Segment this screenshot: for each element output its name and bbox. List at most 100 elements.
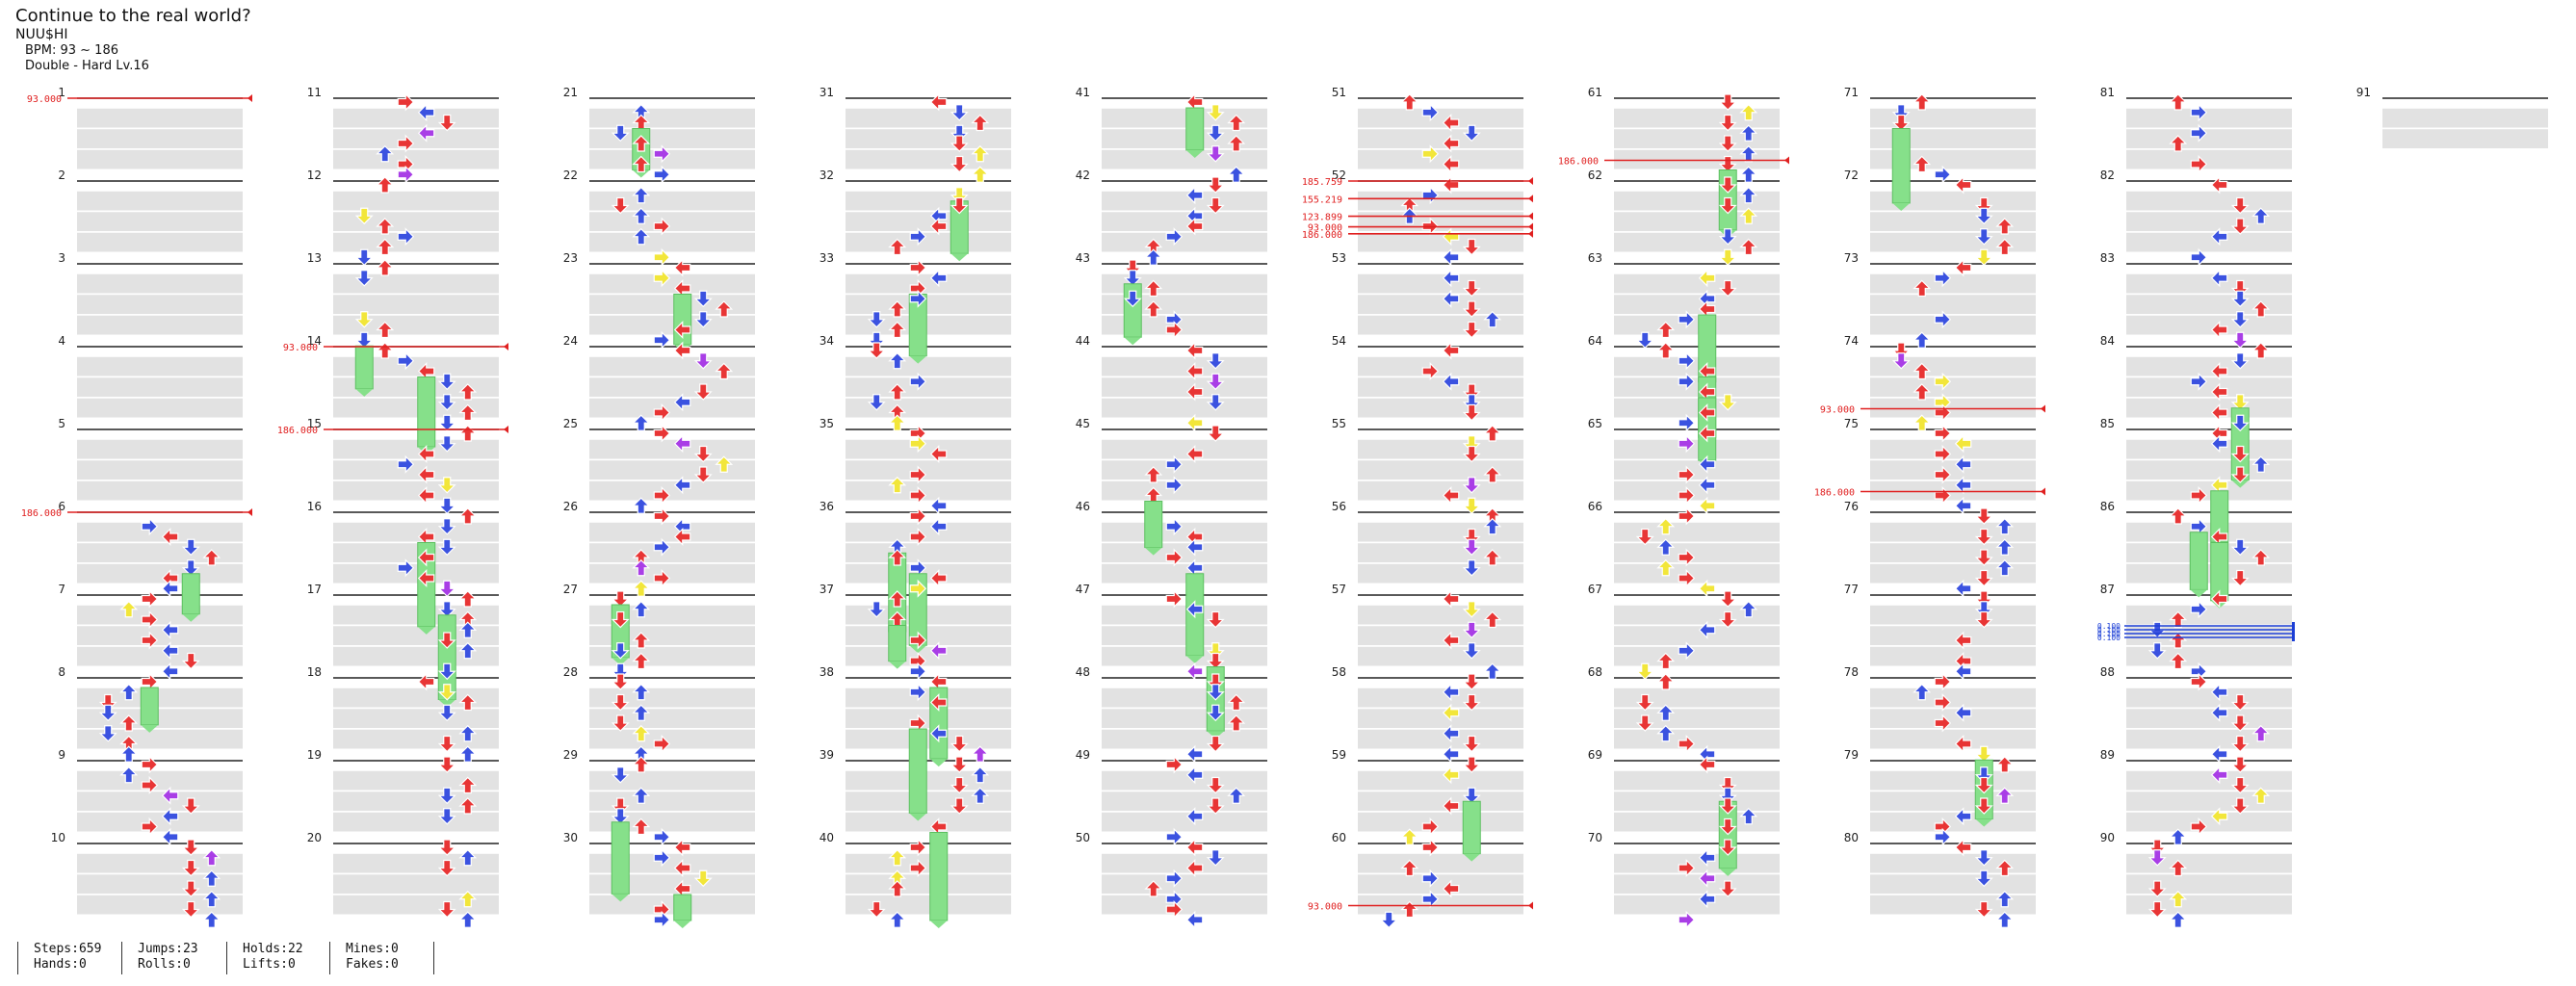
step-arrow-down (1718, 839, 1737, 856)
beat-shade (1614, 129, 1780, 149)
hold-body (611, 821, 630, 895)
step-arrow-down (2230, 797, 2250, 815)
beat-shade (1102, 129, 1267, 149)
stats-end-divider (433, 942, 434, 974)
step-arrow-down (950, 196, 969, 215)
hold-tail (1719, 868, 1737, 876)
beat-shade (2126, 439, 2292, 459)
measure-number: 60 (1332, 831, 1346, 844)
step-arrow-left (1954, 735, 1972, 753)
beat-shade (1102, 460, 1267, 480)
beat-shade (2126, 626, 2292, 646)
beat-shade (589, 543, 755, 563)
hold-tail (673, 921, 691, 928)
step-arrow-down (1462, 497, 1481, 515)
step-arrow-left (1954, 838, 1972, 857)
step-arrow-down (1718, 196, 1737, 215)
beat-shade (2126, 770, 2292, 791)
step-arrow-left (161, 620, 179, 639)
beat-shade (77, 522, 243, 542)
step-arrow-up (632, 155, 651, 173)
step-arrow-left (673, 258, 691, 277)
step-arrow-down (867, 601, 886, 618)
step-arrow-down (2230, 352, 2250, 370)
holds-count: Holds:22 (243, 942, 303, 956)
step-arrow-right (1934, 693, 1952, 712)
beat-shade (2126, 791, 2292, 812)
step-arrow-right (397, 454, 415, 474)
step-arrow-down (437, 435, 456, 453)
beat-shade (2126, 129, 2292, 149)
step-arrow-right (653, 827, 671, 846)
step-arrow-up (632, 558, 651, 577)
beat-shade (333, 522, 499, 542)
beat-shade (77, 480, 243, 501)
step-arrow-down (1206, 176, 1225, 194)
step-arrow-left (1954, 807, 1972, 826)
step-arrow-down (867, 342, 886, 359)
step-arrow-down (1123, 270, 1142, 287)
step-arrow-down (437, 114, 456, 132)
step-arrow-down (1462, 238, 1481, 256)
beat-shade (846, 543, 1011, 563)
step-arrow-down (437, 839, 456, 856)
step-arrow-down (1206, 849, 1225, 867)
beat-shade (1358, 356, 1523, 376)
measure-number: 39 (820, 748, 834, 762)
measure-number: 71 (1844, 86, 1859, 99)
step-arrow-down (1974, 207, 1993, 225)
step-arrow-up (1912, 93, 1932, 111)
measure-number: 2 (58, 169, 65, 182)
step-arrow-down (1462, 321, 1481, 339)
step-arrow-left (1442, 589, 1460, 609)
measure-number: 1 (58, 86, 65, 99)
hold-tail (1124, 337, 1142, 346)
step-arrow-up (1483, 549, 1502, 566)
measure-number: 23 (563, 251, 578, 265)
measure-number: 67 (1588, 583, 1602, 596)
step-arrow-up (888, 414, 907, 431)
beat-shade (77, 398, 243, 418)
measure-number: 47 (1076, 583, 1090, 596)
step-arrow-left (1185, 217, 1204, 236)
step-arrow-up (1656, 652, 1676, 670)
stop-label: 0.100 (2097, 626, 2121, 635)
step-arrow-up (202, 549, 221, 566)
step-arrow-up (888, 238, 907, 256)
beat-shade (77, 770, 243, 791)
beat-shade (846, 212, 1011, 232)
beat-shade (1102, 232, 1267, 252)
step-arrow-down (1718, 114, 1737, 132)
beat-shade (1102, 377, 1267, 398)
step-arrow-left (161, 528, 179, 546)
step-arrow-up (2251, 300, 2271, 318)
step-arrow-down (1462, 477, 1481, 494)
step-arrow-down (2230, 196, 2250, 215)
step-arrow-right (653, 330, 671, 350)
step-arrow-down (867, 900, 886, 919)
step-arrow-right (397, 134, 415, 153)
beat-shade (846, 295, 1011, 315)
beat-shade (1358, 522, 1523, 542)
step-arrow-up (1400, 93, 1419, 111)
step-arrow-down (611, 196, 630, 215)
step-arrow-right (909, 528, 927, 546)
step-arrow-up (1739, 166, 1758, 183)
hold-tail (417, 626, 435, 635)
step-arrow-right (1678, 641, 1696, 661)
step-arrow-up (971, 144, 990, 163)
step-arrow-up (632, 414, 651, 431)
measure-number: 22 (563, 169, 578, 182)
step-arrow-up (632, 787, 651, 804)
beat-shade (333, 646, 499, 666)
hold-body (888, 625, 907, 662)
song-title: Continue to the real world? (15, 6, 251, 26)
hold-tail (1892, 202, 1911, 211)
bpm-change-marker (1528, 195, 1533, 203)
measure-number: 36 (820, 500, 834, 513)
beat-shade (589, 232, 755, 252)
steps-count: Steps:659 (34, 942, 102, 956)
step-arrow-left (1185, 859, 1204, 877)
beat-shade (846, 895, 1011, 915)
measure-number: 77 (1844, 583, 1859, 596)
